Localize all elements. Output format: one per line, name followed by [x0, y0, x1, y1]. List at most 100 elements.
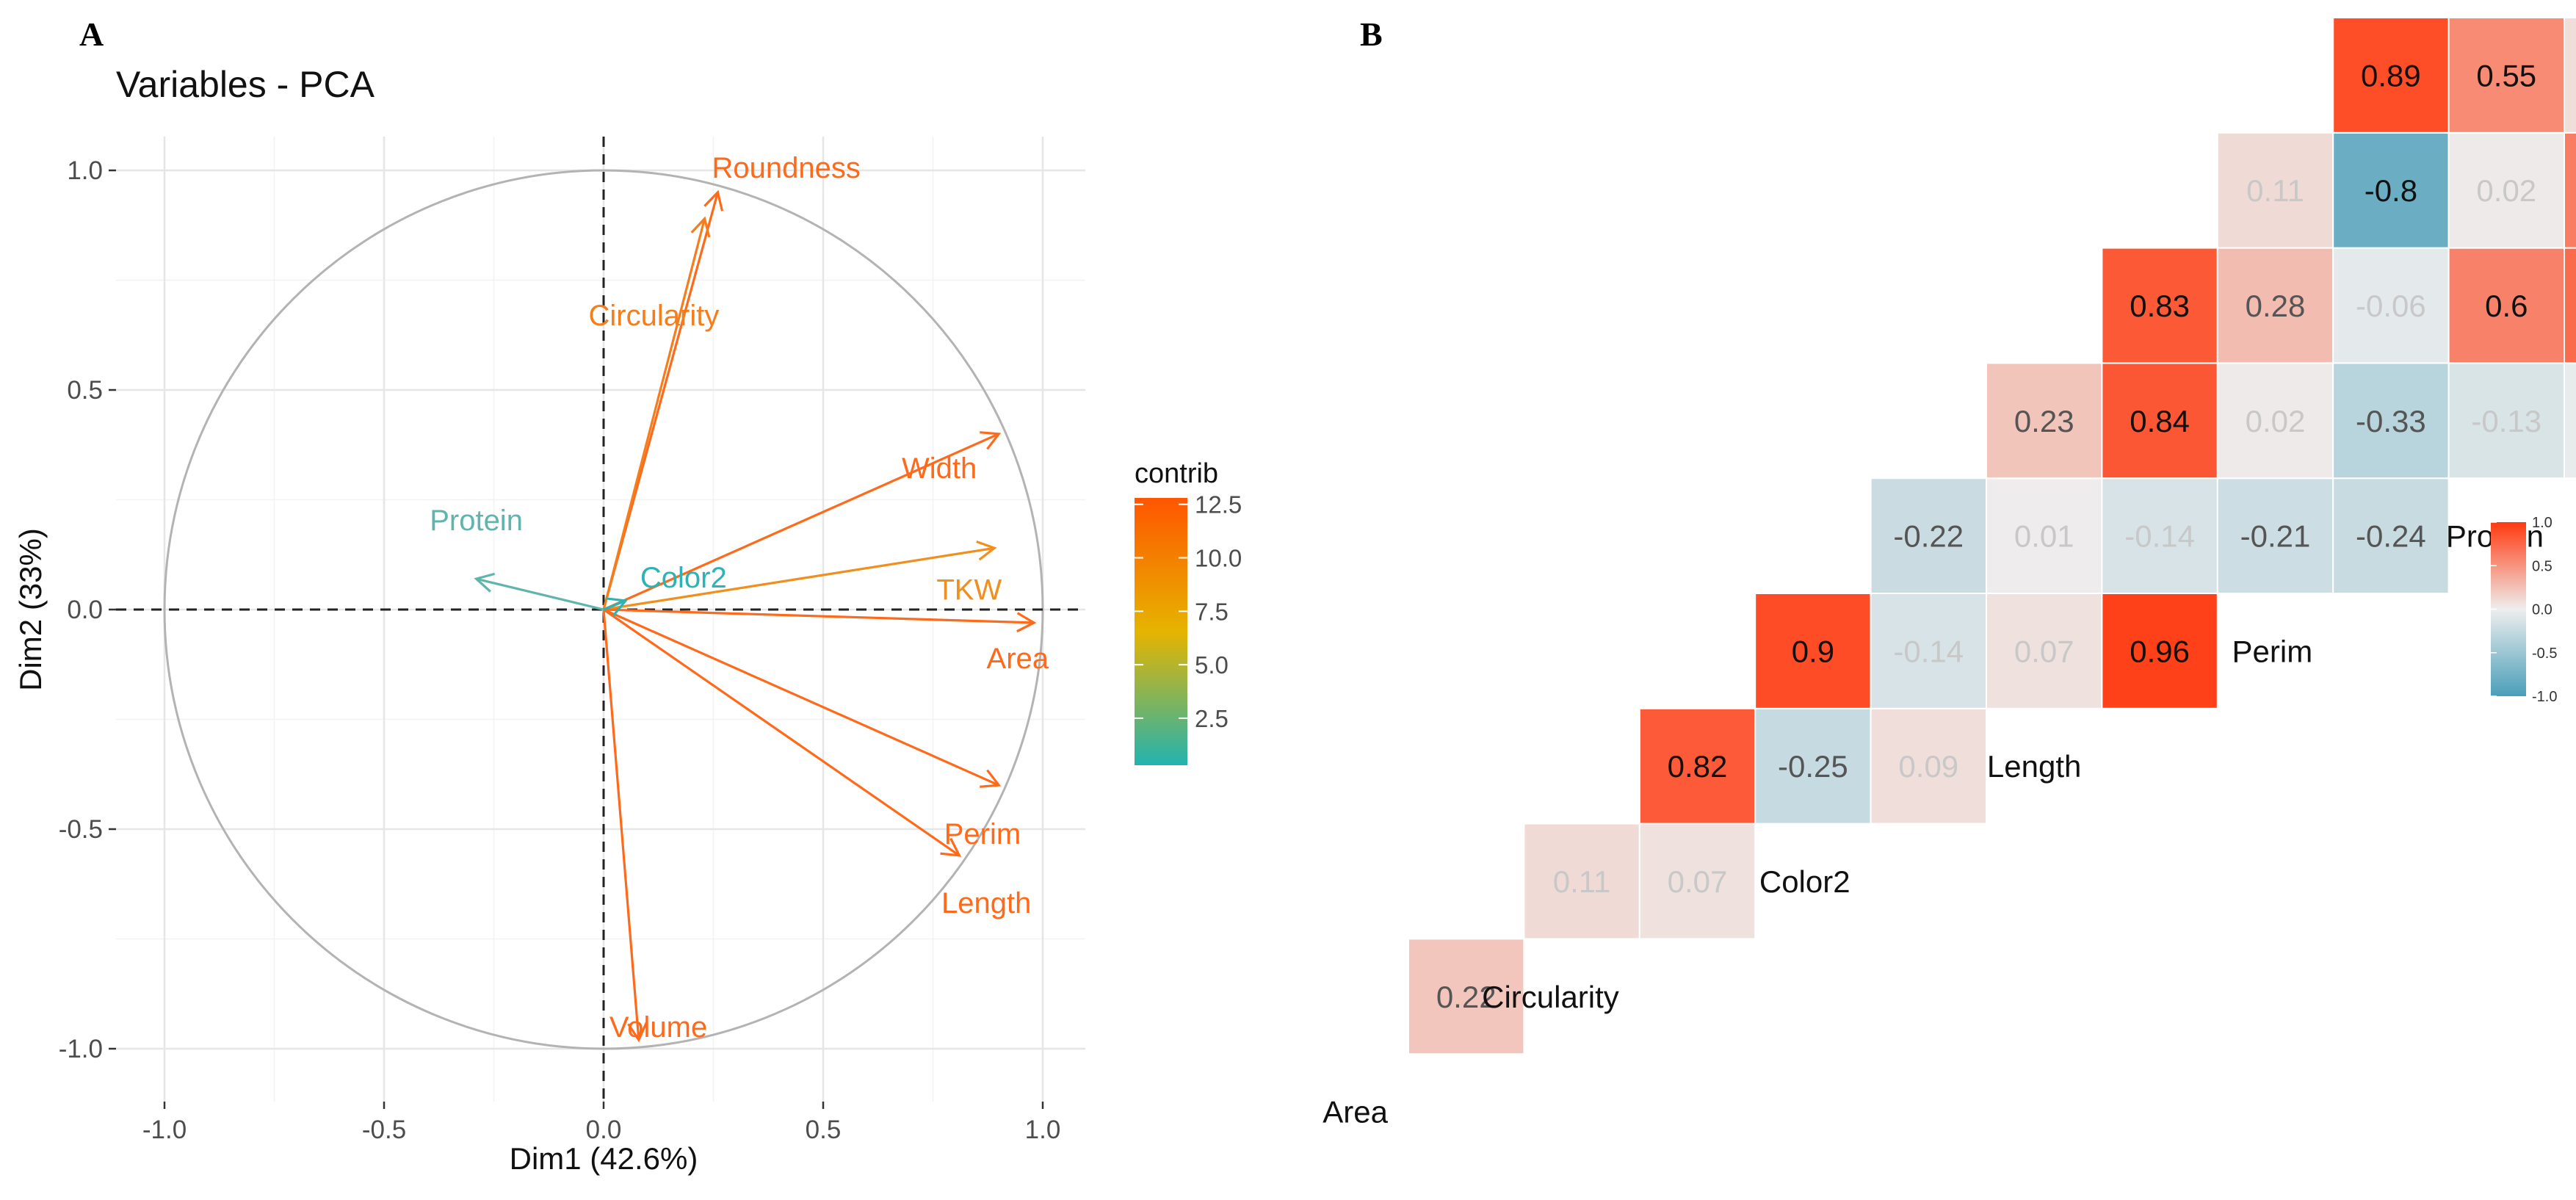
heatmap-cell [1754, 593, 1872, 709]
arrowhead-width [980, 431, 1002, 450]
heatmap-cell [2564, 131, 2576, 249]
arrowhead-volume [627, 1022, 648, 1043]
heatmap-cell-value: -0.06 [2356, 289, 2426, 323]
heatmap-cell-value: -0.22 [1893, 519, 1964, 554]
heatmap-cell-value: 0.28 [2246, 289, 2306, 323]
y-axis-title: Dim2 (33%) [13, 528, 48, 691]
heatmap-cell [2447, 247, 2566, 364]
heatmap-cell-value: -0.33 [2356, 404, 2426, 438]
arrowhead-color2 [606, 597, 628, 617]
heatmap-cell-value: 0.55 [2476, 58, 2536, 93]
heatmap-cell [1986, 593, 2103, 709]
label-perim: Perim [944, 818, 1021, 850]
arrow-area [603, 608, 1035, 624]
heatmap-cell [2332, 131, 2450, 249]
arrowhead-area [1016, 612, 1037, 633]
y-tick-label: 1.0 [67, 156, 103, 185]
correlation-circle [163, 169, 1044, 1050]
colorbar-tick-label: 1.0 [2532, 515, 2553, 531]
heatmap-cell [1638, 823, 1756, 940]
y-tick-label: -0.5 [59, 815, 103, 844]
arrow-color2 [603, 599, 626, 611]
label-color2: Color2 [640, 562, 727, 594]
heatmap-cell-value: -0.14 [2124, 519, 2195, 554]
legend-tick-label: 7.5 [1195, 598, 1229, 625]
arrow-volume [602, 609, 640, 1041]
heatmap-cell-value: -0.21 [2240, 519, 2311, 554]
correlation-heatmap: 0.22 0.11 0.07 0.82 -0.25 0.09 0.9 -0.14 0.07 0.9… [1323, 17, 2576, 1129]
heatmap-cell [2564, 247, 2576, 364]
y-tick-label: 0.5 [67, 376, 103, 405]
colorbar-tick-label: -0.5 [2532, 646, 2557, 662]
heatmap-cell-value: 0.9 [1792, 634, 1834, 668]
arrow-tkw [603, 546, 995, 611]
colorbar-tick-label: -1.0 [2532, 689, 2557, 705]
label-length: Length [941, 887, 1031, 919]
x-axis-title: Dim1 (42.6%) [510, 1141, 698, 1176]
panel-b-label: B [1360, 15, 1383, 53]
heatmap-cell [2564, 362, 2576, 480]
heatmap-cell-value: 0.82 [1668, 749, 1728, 784]
label-width: Width [902, 452, 977, 485]
legend-colorbar [1135, 498, 1187, 765]
heatmap-cell [2564, 17, 2576, 134]
label-area: Area [987, 643, 1049, 675]
heatmap-cell [2447, 17, 2566, 134]
heatmap-cell-value: 0.96 [2130, 634, 2190, 668]
heatmap-cell-value: 0.02 [2246, 404, 2306, 438]
heatmap-cell-value: 0.23 [2014, 404, 2074, 438]
legend-tick-label: 5.0 [1195, 651, 1229, 679]
x-tick-label: -1.0 [142, 1116, 187, 1144]
variable-labels: Roundness Circularity Width TKW Area Perim Len… [430, 152, 1049, 1044]
heatmap-cell-value: 0.09 [1898, 749, 1958, 784]
arrow-length [603, 608, 960, 857]
heatmap-cell-value: 0.02 [2476, 173, 2536, 208]
x-tick-label: 1.0 [1025, 1116, 1061, 1144]
arrow-perim [603, 608, 999, 787]
heatmap-cells: 0.22 0.11 0.07 0.82 -0.25 0.09 0.9 -0.14 0.07 0.9… [1408, 17, 2576, 1055]
heatmap-cell [2447, 131, 2566, 249]
heatmap-cell-value: 0.6 [2485, 289, 2528, 323]
legend-tick-label: 12.5 [1195, 491, 1242, 518]
heatmap-cell [2447, 362, 2566, 480]
heatmap-cell [1408, 938, 1525, 1055]
arrow-circularity [602, 218, 706, 610]
x-tick-label: -0.5 [362, 1116, 406, 1144]
heatmap-cell [2332, 362, 2450, 480]
heatmap-cell [2332, 477, 2450, 595]
arrowhead-length [940, 837, 962, 857]
colorbar-tick-label: 0.5 [2532, 558, 2553, 574]
heatmap-cell-value: -0.8 [2365, 173, 2417, 208]
heatmap-label-length: Length [1987, 749, 2081, 784]
heatmap-cell-value: -0.14 [1893, 634, 1964, 668]
pca-axis-ticks: -1.0 -0.5 0.0 0.5 1.0 -1.0 -0.5 0.0 0.5 1.0 [59, 156, 1061, 1144]
pca-variables-plot: Variables - PCA Roundness Circularity Widt… [13, 64, 1242, 1176]
heatmap-label-circularity: Circularity [1482, 980, 1619, 1014]
contrib-legend: 2.5 5.0 7.5 10.0 12.5 [1135, 491, 1242, 765]
heatmap-cell-value: 0.01 [2014, 519, 2074, 554]
colorbar-tick-label: 0.0 [2532, 602, 2553, 618]
label-volume: Volume [609, 1011, 707, 1044]
heatmap-cell [2101, 593, 2218, 709]
heatmap-colorbar: 1.0 0.5 0.0 -0.5 -1.0 [2491, 515, 2557, 705]
arrowhead-roundness [703, 189, 724, 212]
arrow-protein [476, 577, 604, 611]
heatmap-cell [1870, 477, 1988, 595]
heatmap-cell-value: -0.13 [2471, 404, 2541, 438]
heatmap-cell [1523, 823, 1640, 940]
heatmap-cell [1870, 707, 1988, 825]
heatmap-cell-value: 0.89 [2361, 58, 2421, 93]
heatmap-cell-value: -0.24 [2356, 519, 2426, 554]
heatmap-cell-value: 0.84 [2130, 404, 2190, 438]
heatmap-cell [2216, 362, 2334, 480]
legend-tick-label: 2.5 [1195, 705, 1229, 732]
heatmap-cell-value: -0.25 [1778, 749, 1848, 784]
legend-tick-label: 10.0 [1195, 545, 1242, 572]
heatmap-cell-value: 0.07 [1668, 864, 1728, 899]
heatmap-cell [1638, 707, 1756, 825]
heatmap-label-area: Area [1323, 1095, 1388, 1129]
heatmap-cell [2332, 17, 2450, 134]
heatmap-cell [2216, 247, 2334, 364]
variable-arrows [474, 189, 1037, 1043]
